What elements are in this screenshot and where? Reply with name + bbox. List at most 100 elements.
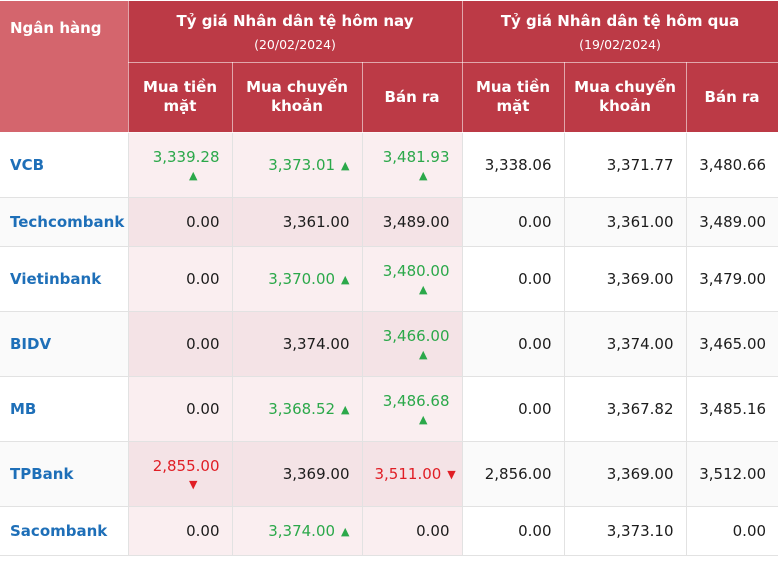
table-row: TPBank 2,855.00 ▼ 3,369.00 3,511.00 ▼ 2,856.00… [0,440,778,507]
bank-name-link[interactable]: VCB [0,131,129,198]
rate-cell-today: 3,466.00 ▲ [361,310,463,377]
yesterday-group-date: (19/02/2024) [579,36,661,52]
up-arrow-icon: ▲ [189,168,198,182]
rate-cell-today: 3,374.00 ▲ [231,505,363,556]
bank-name-link[interactable]: TPBank [0,440,129,507]
rate-cell-yesterday: 3,374.00 [563,310,687,377]
rate-cell-today: 3,369.00 [231,440,363,507]
today-group-title: Tỷ giá Nhân dân tệ hôm nay [176,12,414,30]
rate-cell-today: 3,489.00 [361,196,463,247]
rate-value: 3,511.00 [374,464,442,483]
rate-cell-yesterday: 3,480.66 [685,131,778,198]
rate-value: 3,373.01 [268,155,336,174]
rate-cell-yesterday: 0.00 [461,375,565,442]
bank-name-link[interactable]: MB [0,375,129,442]
rate-cell-yesterday: 3,369.00 [563,245,687,312]
rate-cell-today: 3,373.01 ▲ [231,131,363,198]
rate-value: 3,489.00 [382,212,450,231]
rate-cell-yesterday: 3,371.77 [563,131,687,198]
bank-name-link[interactable]: BIDV [0,310,129,377]
column-header-today-1: Mua chuyển khoản [231,61,363,133]
rate-cell-yesterday: 3,373.10 [563,505,687,556]
up-arrow-icon: ▲ [419,168,428,182]
bank-name-link[interactable]: Techcombank [0,196,129,247]
up-arrow-icon: ▲ [341,158,350,172]
rate-cell-yesterday: 3,485.16 [685,375,778,442]
rate-cell-today: 0.00 [127,505,233,556]
rate-value: 3,370.00 [268,269,336,288]
rate-value: 3,361.00 [282,212,350,231]
column-header-yesterday-1: Mua chuyển khoản [563,61,687,133]
rate-cell-yesterday: 3,369.00 [563,440,687,507]
table-row: Techcombank 0.00 3,361.00 3,489.00 0.00 3,361… [0,196,778,247]
rate-cell-yesterday: 0.00 [461,196,565,247]
rate-value: 3,374.00 [282,334,350,353]
rate-cell-today: 3,481.93 ▲ [361,131,463,198]
rate-value: 0.00 [416,521,450,540]
rate-cell-yesterday: 3,489.00 [685,196,778,247]
rate-cell-yesterday: 3,512.00 [685,440,778,507]
down-arrow-icon: ▼ [189,477,198,491]
rate-cell-today: 3,368.52 ▲ [231,375,363,442]
bank-column-header: Ngân hàng [0,0,129,133]
table-row: VCB 3,339.28 ▲ 3,373.01 ▲ 3,481.93 ▲ 3,338.06 3,… [0,131,778,198]
rate-cell-today: 0.00 [127,196,233,247]
rate-value: 3,368.52 [268,399,336,418]
rate-cell-yesterday: 0.00 [685,505,778,556]
rate-value: 3,466.00 [382,326,450,345]
up-arrow-icon: ▲ [419,282,428,296]
today-group-date: (20/02/2024) [254,36,336,52]
up-arrow-icon: ▲ [341,524,350,538]
rate-cell-today: 2,855.00 ▼ [127,440,233,507]
rate-cell-today: 3,480.00 ▲ [361,245,463,312]
table-row: BIDV 0.00 3,374.00 3,466.00 ▲ 0.00 3,374.00 3,4… [0,310,778,377]
column-header-yesterday-2: Bán ra [685,61,778,133]
rate-cell-yesterday: 3,479.00 [685,245,778,312]
rate-cell-today: 0.00 [127,310,233,377]
bank-name-link[interactable]: Vietinbank [0,245,129,312]
rate-cell-yesterday: 0.00 [461,245,565,312]
rate-cell-today: 3,511.00 ▼ [361,440,463,507]
today-group-header: Tỷ giá Nhân dân tệ hôm nay (20/02/2024) [127,0,463,63]
rate-value: 3,339.28 [152,147,220,166]
yesterday-group-title: Tỷ giá Nhân dân tệ hôm qua [500,12,740,30]
rate-cell-today: 0.00 [127,245,233,312]
rate-value: 2,855.00 [152,456,220,475]
rate-cell-today: 3,339.28 ▲ [127,131,233,198]
bank-name-link[interactable]: Sacombank [0,505,129,556]
column-header-today-2: Bán ra [361,61,463,133]
rate-cell-today: 3,486.68 ▲ [361,375,463,442]
group-header-row: Ngân hàng Tỷ giá Nhân dân tệ hôm nay (20… [0,0,778,133]
rate-cell-yesterday: 3,361.00 [563,196,687,247]
rate-value: 3,374.00 [268,521,336,540]
rate-cell-yesterday: 0.00 [461,505,565,556]
column-header-today-0: Mua tiền mặt [127,61,233,133]
rate-value: 0.00 [186,521,220,540]
sub-header-row: Mua tiền mặt Mua chuyển khoản Bán ra Mua ti… [0,61,778,133]
rate-value: 3,480.00 [382,261,450,280]
rate-cell-today: 3,370.00 ▲ [231,245,363,312]
yesterday-group-header: Tỷ giá Nhân dân tệ hôm qua (19/02/2024) [461,0,778,63]
up-arrow-icon: ▲ [419,412,428,426]
rate-cell-yesterday: 0.00 [461,310,565,377]
table-row: Sacombank 0.00 3,374.00 ▲ 0.00 0.00 3,373.10 0.… [0,505,778,556]
column-header-yesterday-0: Mua tiền mặt [461,61,565,133]
rate-cell-today: 0.00 [127,375,233,442]
up-arrow-icon: ▲ [419,347,428,361]
rate-value: 0.00 [186,399,220,418]
table-header: Ngân hàng Tỷ giá Nhân dân tệ hôm nay (20… [0,0,778,133]
rate-value: 3,481.93 [382,147,450,166]
rate-cell-today: 3,361.00 [231,196,363,247]
up-arrow-icon: ▲ [341,402,350,416]
rate-value: 0.00 [186,269,220,288]
rate-value: 3,369.00 [282,464,350,483]
table-row: Vietinbank 0.00 3,370.00 ▲ 3,480.00 ▲ 0.00 3,36… [0,245,778,312]
up-arrow-icon: ▲ [341,272,350,286]
rate-cell-yesterday: 2,856.00 [461,440,565,507]
rate-value: 0.00 [186,212,220,231]
rate-cell-yesterday: 3,367.82 [563,375,687,442]
table-row: MB 0.00 3,368.52 ▲ 3,486.68 ▲ 0.00 3,367.82 3,48… [0,375,778,442]
rate-value: 0.00 [186,334,220,353]
rate-cell-today: 0.00 [361,505,463,556]
